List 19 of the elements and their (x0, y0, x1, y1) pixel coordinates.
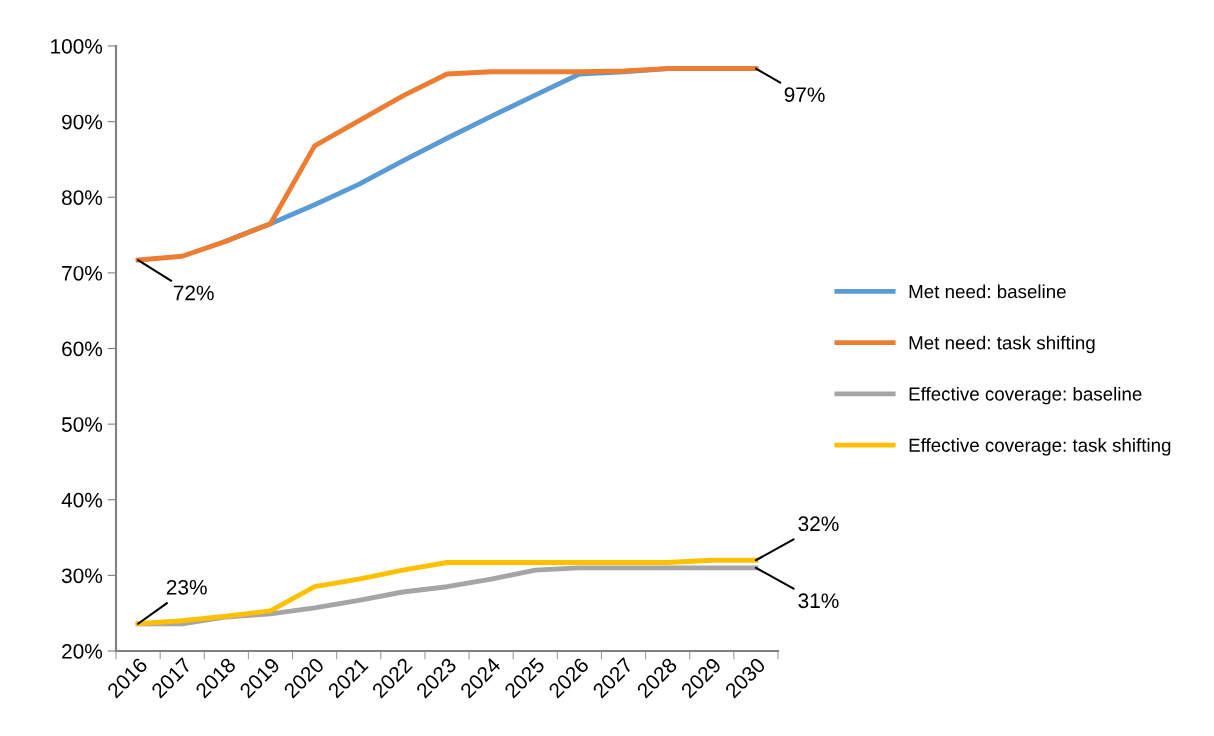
annotation: 31% (798, 593, 839, 609)
annotation: 23% (166, 579, 207, 595)
annotation: 97% (784, 87, 825, 103)
legend-label: Met need: baseline (909, 284, 1066, 299)
legend-label: Effective coverage: baseline (909, 386, 1142, 405)
y-tick-label: 80% (62, 190, 103, 205)
y-tick-label: 70% (62, 265, 103, 281)
y-tick-label: 100% (51, 39, 103, 54)
legend-label: Met need: task shifting (909, 335, 1095, 354)
y-tick-label: 90% (62, 114, 103, 130)
y-tick-label: 20% (62, 644, 103, 659)
legend-label: Effective coverage: task shifting (909, 438, 1171, 456)
line-series (135, 66, 759, 263)
y-tick-label: 40% (61, 492, 103, 508)
annotation: 32% (798, 516, 839, 532)
y-tick-label: 30% (61, 568, 103, 584)
y-tick-label: 60% (62, 341, 103, 357)
y-tick-label: 50% (61, 417, 103, 432)
annotation: 72% (173, 285, 214, 301)
